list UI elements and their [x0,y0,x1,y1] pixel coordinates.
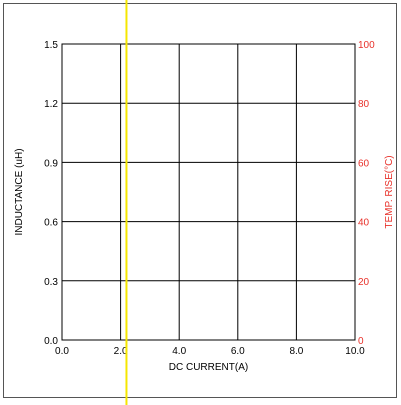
y2-tick-label: 20 [358,277,370,288]
y-tick-label: 0.6 [44,218,58,229]
y-tick-label: 1.5 [44,40,58,51]
x-tick-label: 10.0 [345,346,365,357]
y2-tick-label: 40 [358,218,370,229]
x-tick-label: 4.0 [172,346,186,357]
x-tick-label: 0.0 [55,346,69,357]
y2-tick-label: 100 [358,40,375,51]
x-tick-label: 8.0 [289,346,303,357]
y2-tick-label: 60 [358,158,370,169]
y2-axis-label: TEMP. RISE(°C) [384,155,395,228]
y-axis-label: INDUCTANCE (uH) [14,148,25,235]
y2-tick-label: 0 [358,336,364,347]
y2-tick-label: 80 [358,99,370,110]
x-axis-label: DC CURRENT(A) [169,362,248,373]
plot-area-border [61,43,356,341]
y-tick-label: 1.2 [44,99,58,110]
x-tick-label: 6.0 [231,346,245,357]
y-tick-label: 0.0 [44,336,58,347]
y-tick-label: 0.3 [44,277,58,288]
outer-frame [3,3,397,398]
y-tick-label: 0.9 [44,158,58,169]
y2-axis-ticks: 0 20 40 60 80 100 [358,40,375,347]
y-axis-ticks: 0.0 0.3 0.6 0.9 1.2 1.5 [44,40,58,347]
x-tick-label: 2.0 [114,346,128,357]
x-axis-ticks: 0.0 2.0 4.0 6.0 8.0 10.0 [55,346,365,357]
